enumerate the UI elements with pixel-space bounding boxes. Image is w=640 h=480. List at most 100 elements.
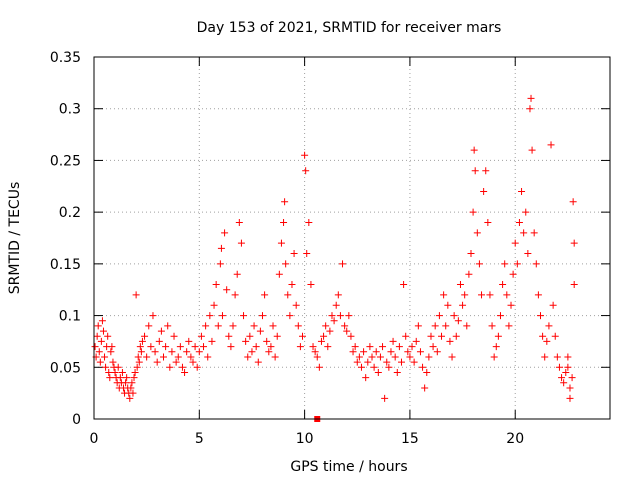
y-tick-label: 0.2: [59, 205, 81, 221]
data-point: [147, 343, 155, 351]
data-point: [191, 343, 199, 351]
y-tick-label: 0.3: [59, 102, 81, 118]
data-point: [347, 332, 355, 340]
data-point: [275, 270, 283, 278]
data-point: [322, 322, 330, 330]
data-point: [212, 281, 220, 289]
data-point: [332, 301, 340, 309]
data-point: [229, 322, 237, 330]
y-tick-label: 0: [72, 412, 81, 428]
data-point: [539, 332, 547, 340]
point-layer: [91, 94, 578, 422]
data-point: [547, 141, 555, 149]
data-point: [524, 250, 532, 258]
data-point: [273, 332, 281, 340]
data-point: [106, 374, 114, 382]
data-point: [562, 368, 570, 376]
data-point: [454, 317, 462, 325]
data-point: [463, 322, 471, 330]
data-point: [381, 394, 389, 402]
data-point: [564, 353, 572, 361]
data-point: [471, 167, 479, 175]
data-point: [101, 353, 109, 361]
data-point: [181, 368, 189, 376]
data-point: [379, 343, 387, 351]
data-point: [294, 322, 302, 330]
data-point: [343, 327, 351, 335]
data-point: [492, 343, 500, 351]
data-point: [564, 363, 572, 371]
data-point: [478, 291, 486, 299]
data-point: [385, 363, 393, 371]
data-point: [227, 343, 235, 351]
data-point: [296, 343, 304, 351]
data-point: [442, 322, 450, 330]
x-tick-label: 0: [90, 431, 99, 447]
data-point: [545, 322, 553, 330]
data-point: [93, 332, 101, 340]
data-point: [132, 291, 140, 299]
data-point: [549, 301, 557, 309]
data-point: [168, 348, 176, 356]
chart-title: Day 153 of 2021, SRMTID for receiver mar…: [197, 20, 502, 36]
data-point: [149, 312, 157, 320]
data-point: [162, 343, 170, 351]
data-point: [438, 332, 446, 340]
data-point: [334, 291, 342, 299]
data-point: [484, 218, 492, 226]
data-point: [391, 353, 399, 361]
data-point: [566, 394, 574, 402]
data-point: [469, 208, 477, 216]
data-point: [256, 327, 264, 335]
data-point: [145, 322, 153, 330]
data-point: [505, 322, 513, 330]
data-point: [355, 353, 363, 361]
data-point: [328, 312, 336, 320]
data-point: [217, 244, 225, 252]
data-point: [280, 218, 288, 226]
data-point: [419, 363, 427, 371]
data-point: [223, 286, 231, 294]
data-point: [528, 146, 536, 154]
data-point: [553, 353, 561, 361]
data-point: [425, 353, 433, 361]
data-point: [475, 260, 483, 268]
data-point: [459, 301, 467, 309]
data-point: [313, 353, 321, 361]
data-point: [267, 343, 275, 351]
data-point: [486, 291, 494, 299]
data-point: [170, 332, 178, 340]
data-point: [370, 363, 378, 371]
data-point: [195, 348, 203, 356]
data-point: [490, 353, 498, 361]
data-point: [465, 270, 473, 278]
tick-label-layer: 0 0.05 0.1 0.15 0.2 0.25 0.3 0.35 0 5 10 15 20: [50, 50, 524, 447]
data-point: [368, 353, 376, 361]
y-tick-label: 0.25: [50, 153, 81, 169]
data-point: [102, 363, 110, 371]
x-tick-label: 20: [506, 431, 524, 447]
data-point: [299, 332, 307, 340]
data-point: [389, 337, 397, 345]
data-point: [134, 353, 142, 361]
data-point: [566, 384, 574, 392]
data-point: [153, 358, 161, 366]
data-point: [208, 337, 216, 345]
data-point: [330, 317, 338, 325]
data-point: [189, 358, 197, 366]
data-point: [166, 363, 174, 371]
data-point: [231, 291, 239, 299]
data-point: [570, 239, 578, 247]
data-point: [123, 374, 131, 382]
data-point: [393, 368, 401, 376]
data-point: [200, 343, 208, 351]
data-point: [427, 332, 435, 340]
data-point: [176, 343, 184, 351]
data-point: [345, 312, 353, 320]
data-point: [97, 337, 105, 345]
data-point: [482, 167, 490, 175]
data-point: [496, 312, 504, 320]
data-point: [136, 343, 144, 351]
data-point: [339, 260, 347, 268]
data-point: [233, 270, 241, 278]
